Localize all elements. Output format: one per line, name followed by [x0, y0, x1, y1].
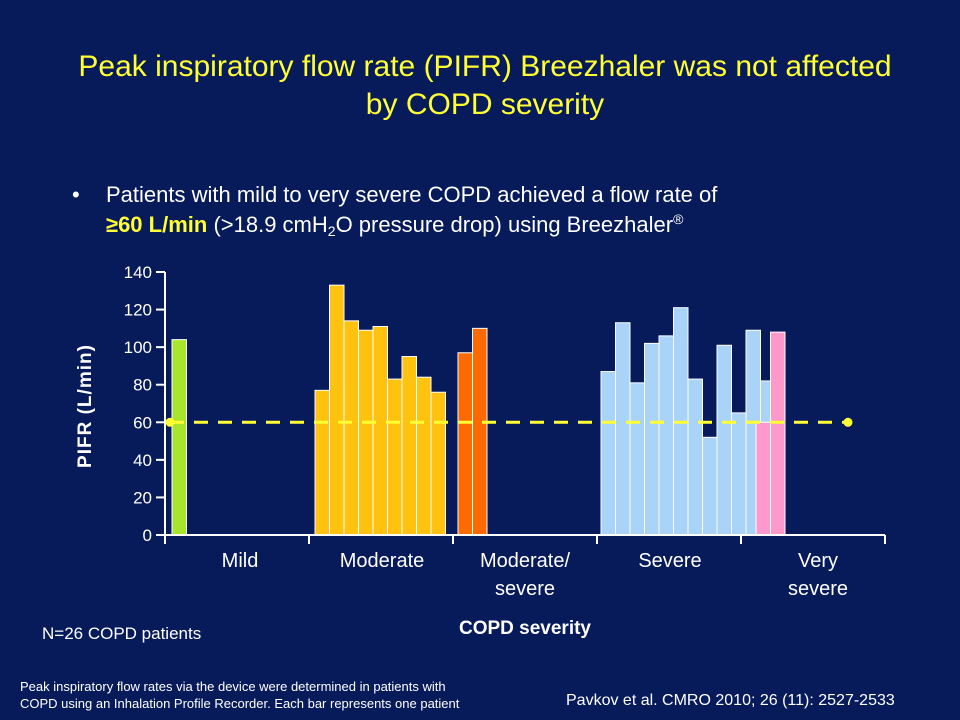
bullet-line-1: Patients with mild to very severe COPD a… [106, 182, 718, 207]
bar [687, 378, 703, 536]
bar [416, 376, 432, 536]
pifr-bar-chart: 0 20 40 60 80 100 120 140 Mild Moderate Moderate/… [124, 263, 886, 600]
footnote-line-2: COPD using an Inhalation Profile Recorde… [20, 696, 460, 711]
footnote-line-1: Peak inspiratory flow rates via the devi… [20, 679, 446, 694]
title-line-1: Peak inspiratory flow rate (PIFR) Breezh… [78, 50, 892, 83]
x-category-label: Severe [638, 550, 701, 572]
bullet-line-2: ≥60 L/min (>18.9 cmH2O pressure drop) us… [106, 210, 683, 240]
y-axis: 0 20 40 60 80 100 120 140 [124, 263, 166, 545]
bar [716, 344, 732, 536]
bar [314, 389, 330, 536]
footnote: Peak inspiratory flow rates via the devi… [20, 678, 580, 712]
threshold-end-dot [843, 417, 853, 427]
bar [644, 342, 660, 536]
bar [770, 331, 786, 536]
y-tick-label: 100 [124, 338, 152, 357]
bar [343, 320, 359, 536]
patient-count: N=26 COPD patients [42, 624, 202, 643]
bar [472, 327, 488, 536]
bar [329, 284, 345, 536]
x-category-label: Very [798, 550, 838, 572]
y-axis-label: PIFR (L/min) [75, 344, 96, 468]
bar [731, 412, 747, 536]
bullet-pre-sub: (>18.9 cmH [207, 212, 328, 237]
bullet-post-sub: O pressure drop) using Breezhaler [335, 212, 674, 237]
bar [615, 322, 631, 536]
bullet-highlight: ≥60 L/min [106, 212, 208, 237]
y-tick-label: 20 [133, 488, 152, 507]
bar [401, 356, 417, 536]
x-axis-label: COPD severity [458, 618, 591, 639]
y-tick-label: 0 [143, 526, 152, 545]
bar [372, 325, 388, 536]
bar [387, 378, 403, 536]
citation: Pavkov et al. CMRO 2010; 26 (11): 2527-2… [566, 692, 895, 709]
x-category-label: severe [495, 578, 555, 600]
registered-mark: ® [673, 211, 684, 227]
threshold-line [165, 417, 853, 427]
y-tick-label: 80 [133, 376, 152, 395]
title-line-2: by COPD severity [365, 88, 605, 121]
bar [658, 335, 674, 536]
bar [755, 421, 771, 536]
bar [430, 391, 446, 536]
y-tick-label: 60 [133, 413, 152, 432]
y-tick-label: 140 [124, 263, 152, 282]
bar [457, 352, 473, 536]
bar [702, 436, 718, 536]
bar [171, 339, 187, 536]
x-axis: Mild Moderate Moderate/severe Severe Very sev… [164, 534, 886, 600]
bars [171, 284, 786, 536]
x-category-label: Mild [222, 550, 259, 572]
y-tick-label: 120 [124, 301, 152, 320]
y-tick-label: 40 [133, 451, 152, 470]
x-category-label: severe [788, 578, 848, 600]
bar [358, 329, 374, 536]
bullet-marker: • [72, 182, 80, 207]
x-category-label: Moderate [340, 550, 425, 572]
bar [629, 382, 645, 536]
threshold-start-dot [165, 417, 175, 427]
slide-title: Peak inspiratory flow rate (PIFR) Breezh… [10, 48, 960, 124]
x-category-label: Moderate/ [480, 550, 570, 572]
bar [600, 371, 616, 536]
bullet-subscript: 2 [327, 223, 336, 239]
